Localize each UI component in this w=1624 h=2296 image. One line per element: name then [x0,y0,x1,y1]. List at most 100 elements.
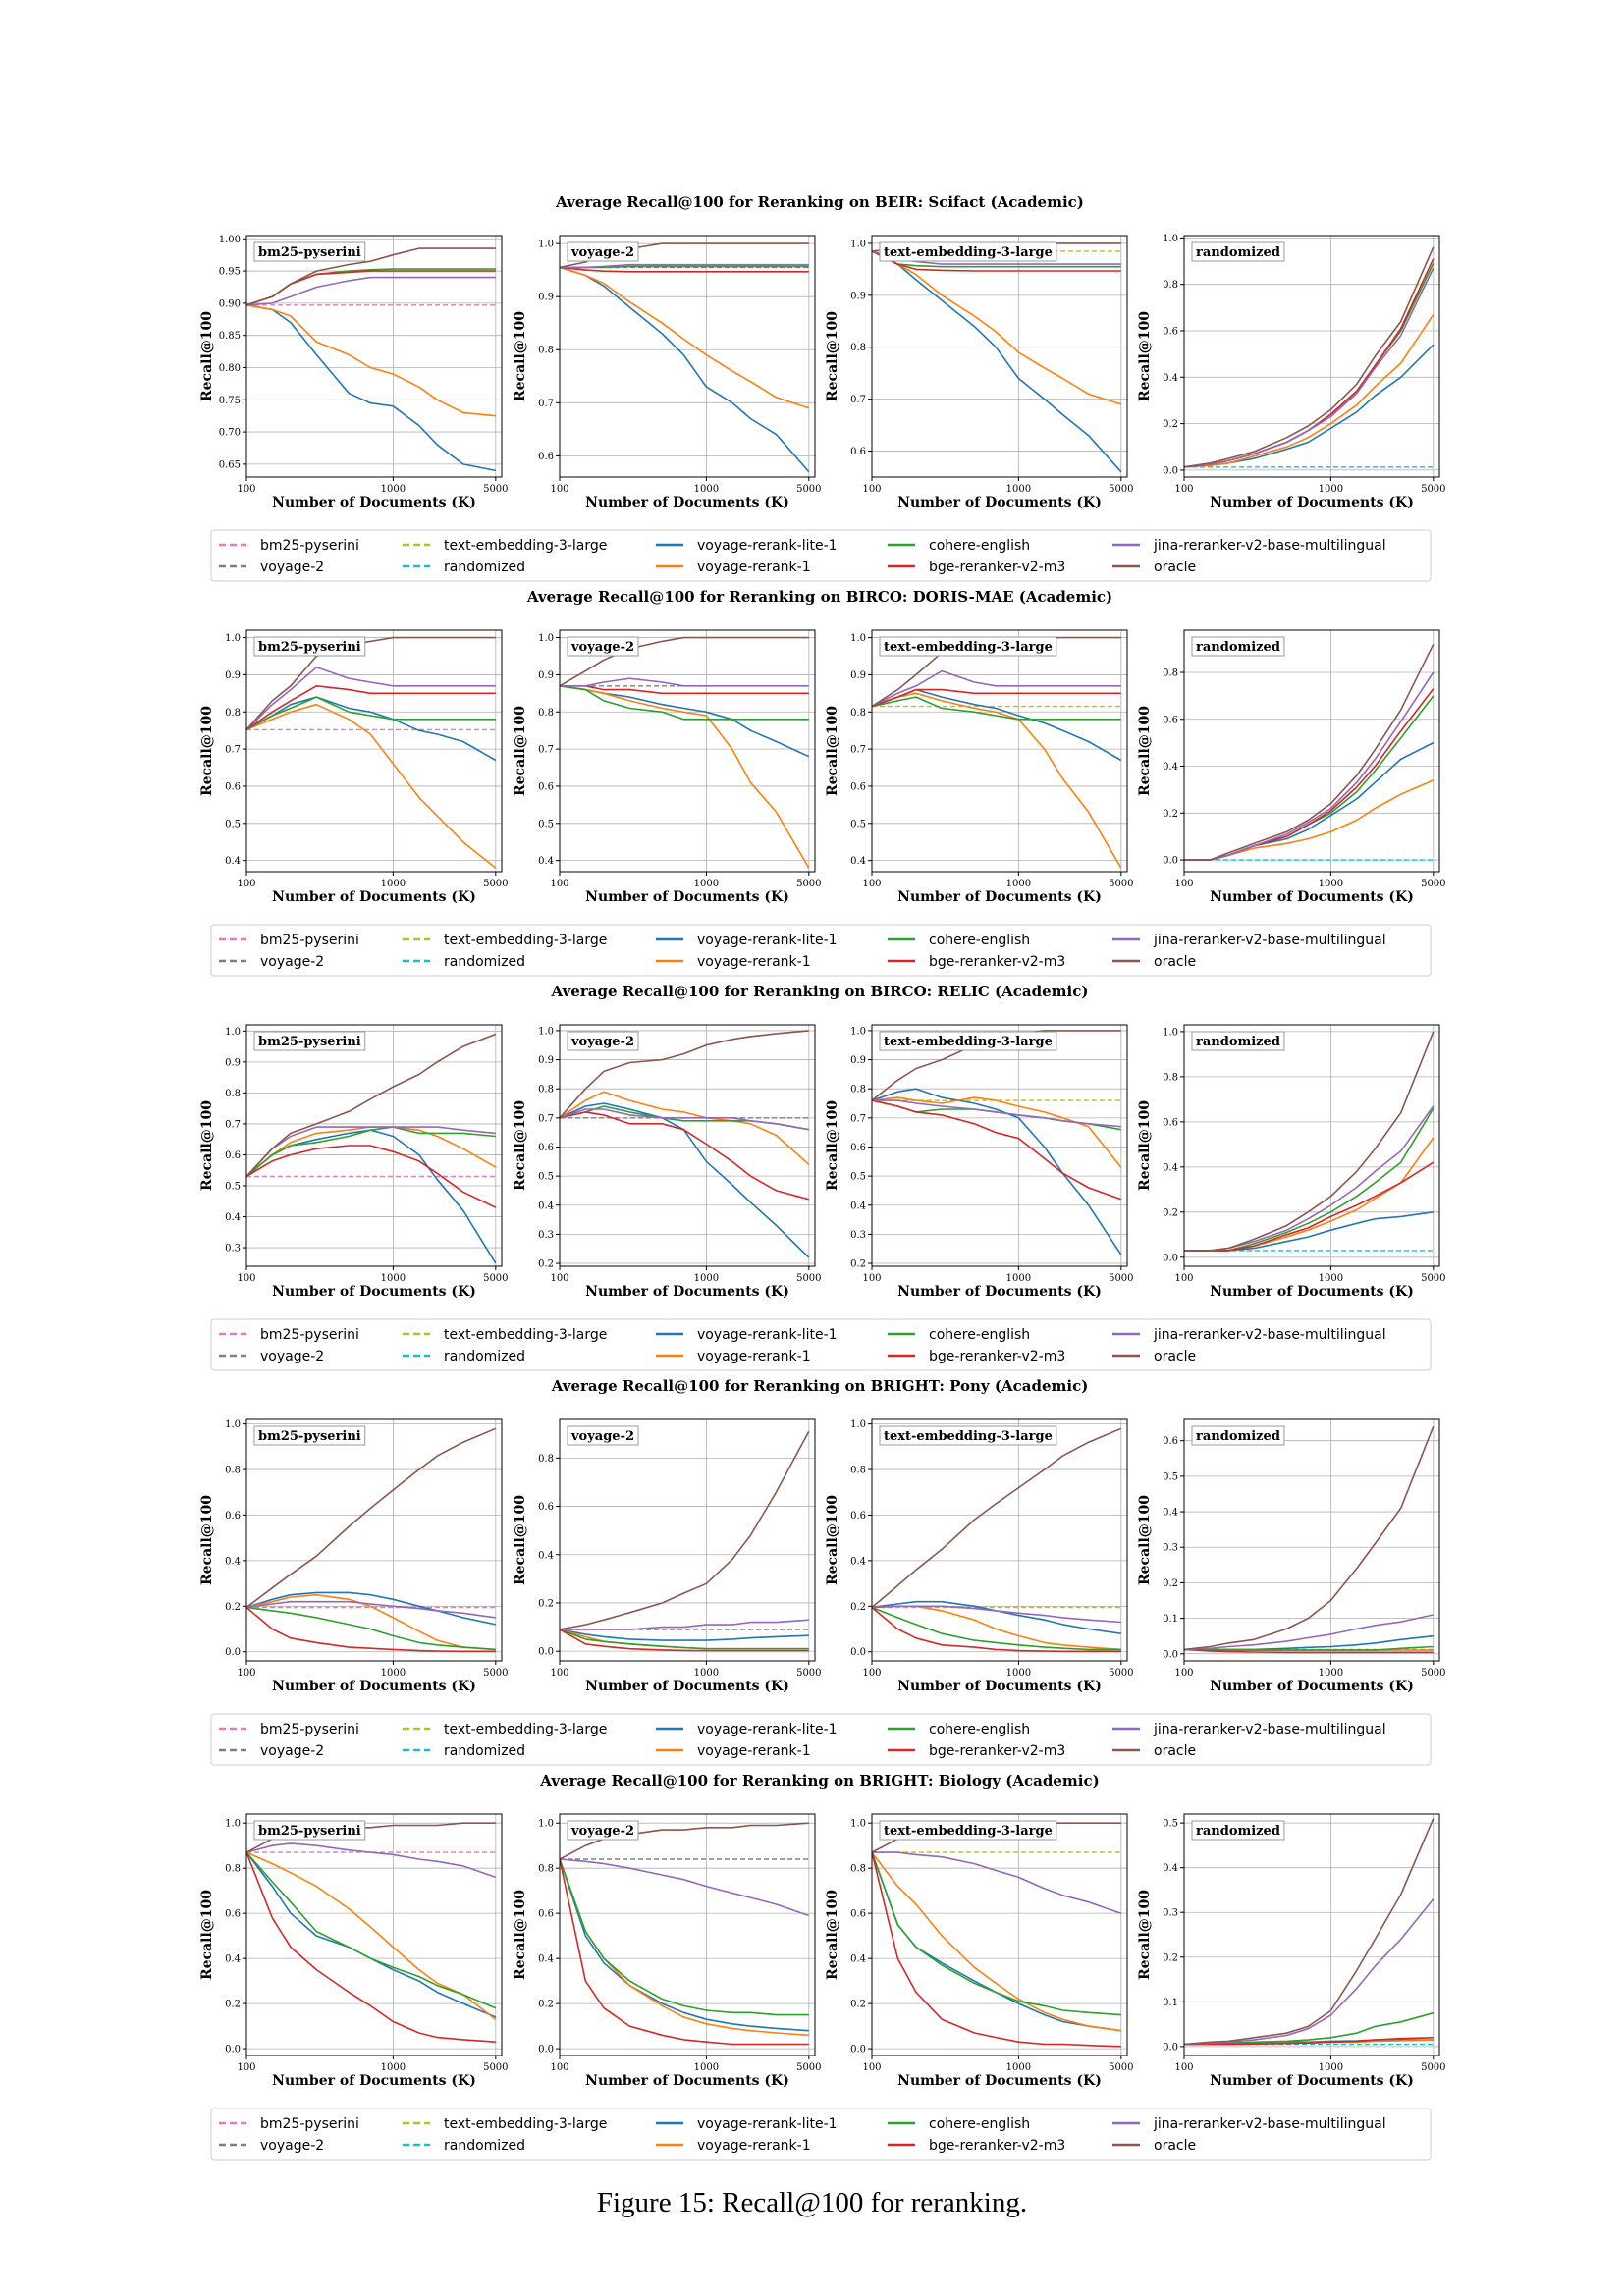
panel-label: text-embedding-3-large [884,640,1053,655]
series-line-bge-reranker-v2-m3 [872,250,1121,272]
panel-label-box [879,636,1057,657]
legend-entry-randomized: randomized [444,1743,525,1759]
y-tick-label: 0.3 [1163,1908,1178,1919]
series-line-jina-reranker-v2-base-multilingual [872,1605,1121,1624]
panel-randomized: 0.0 0.2 0.4 0.6 0.8 1.0 100 1000 5000 Number of D… [1137,234,1446,510]
x-tick-label: 1000 [1006,1668,1031,1679]
chart-title: Average Recall@100 for Reranking on BIRC… [526,588,1112,606]
panel-text-embedding-3-large: 0.0 0.2 0.4 0.6 0.8 1.0 100 1000 5000 Number of D… [825,1418,1134,1694]
legend-entry-voyage-2: voyage-2 [260,2138,324,2154]
y-tick-label: 0.9 [850,291,866,301]
panel-bm25-pyserini: 0.3 0.4 0.5 0.6 0.7 0.8 0.9 1.0 100 1000 5000 Numbe… [199,1024,509,1300]
series-line-bge-reranker-v2-m3 [246,684,496,731]
legend-entry-text-embedding-3-large: text-embedding-3-large [444,538,607,554]
legend-entry-oracle: oracle [1154,954,1196,970]
series-group [560,636,810,869]
panel-label: text-embedding-3-large [884,1429,1053,1444]
series-line-oracle [560,1822,809,1860]
series-group [1184,246,1435,468]
y-tick-label: 0.6 [538,1909,554,1920]
y-tick-label: 0.6 [225,1909,241,1920]
series-group [872,1427,1122,1653]
x-tick-label: 5000 [1109,879,1133,889]
series-line-oracle [560,636,809,687]
chart-group-2: Average Recall@100 for Reranking on BIRC… [199,588,1446,977]
series-line-voyage-rerank-1 [560,1091,810,1165]
y-tick-label: 0.3 [850,1230,866,1241]
y-axis-label: Recall@100 [199,311,215,401]
y-tick-label: 0.2 [1163,1952,1178,1963]
series-line-voyage-rerank-1 [872,1096,1122,1168]
series-line-bge-reranker-v2-m3 [246,1851,496,2043]
y-axis-label: Recall@100 [1137,311,1153,401]
y-tick-label: 0.7 [538,1113,554,1124]
x-tick-label: 100 [237,1273,255,1284]
panel-label-box [1191,636,1285,657]
series-line-bge-reranker-v2-m3 [560,1629,809,1652]
x-tick-label: 1000 [694,484,719,495]
y-tick-label: 0.6 [1163,1436,1178,1447]
panel-label: bm25-pyserini [258,640,361,655]
y-tick-label: 0.5 [850,1172,866,1183]
series-line-cohere-english [246,1126,496,1178]
chart-title: Average Recall@100 for Reranking on BRIG… [539,1772,1099,1789]
y-tick-label: 0.4 [538,1954,554,1965]
series-group [560,242,810,473]
y-tick-label: 0.9 [538,293,554,303]
axes-frame [871,1813,1128,2056]
axes-frame [559,629,816,873]
y-tick-label: 0.8 [538,1085,554,1095]
y-tick-label: 1.0 [850,239,866,249]
x-tick-label: 1000 [381,879,406,889]
chart-title: Average Recall@100 for Reranking on BEIR… [555,193,1084,211]
axes-frame [1183,1024,1440,1267]
y-tick-label: 0.0 [538,2045,554,2056]
series-line-cohere-english [872,696,1121,721]
y-tick-label: 0.9 [538,1055,554,1066]
x-tick-label: 100 [237,1668,255,1679]
legend-entry-voyage-rerank-lite-1: voyage-rerank-lite-1 [697,1722,838,1737]
panel-label-box [567,1031,639,1051]
y-tick-label: 0.7 [225,745,241,756]
series-line-cohere-english [872,1851,1121,2016]
panel-label: voyage-2 [570,245,634,260]
y-tick-label: 0.0 [1163,2042,1178,2053]
series-line-jina-reranker-v2-base-multilingual [246,1600,496,1619]
series-line-oracle [560,1030,809,1119]
x-axis-label: Number of Documents (K) [585,495,789,510]
series-line-voyage-rerank-1 [246,703,497,869]
y-tick-label: 0.0 [1163,856,1178,867]
legend-entry-voyage-rerank-1: voyage-rerank-1 [697,1349,811,1364]
y-tick-label: 0.7 [538,745,554,756]
y-tick-label: 0.4 [850,856,866,867]
axes-frame [559,1418,816,1662]
y-axis-label: Recall@100 [199,1495,215,1585]
legend-entry-bm25-pyserini: bm25-pyserini [260,2116,359,2132]
series-line-bge-reranker-v2-m3 [1184,1648,1434,1654]
series-line-cohere-english [246,696,496,731]
legend-entry-cohere-english: cohere-english [929,1722,1030,1737]
series-group [1184,1818,1435,2046]
x-tick-label: 5000 [1421,484,1445,495]
series-line-voyage-rerank-lite-1 [872,1088,1122,1255]
y-tick-label: 0.6 [850,1511,866,1522]
series-line-bge-reranker-v2-m3 [246,1606,496,1653]
legend-entry-cohere-english: cohere-english [929,538,1030,554]
figure-caption: Figure 15: Recall@100 for reranking. [596,2187,1028,2218]
axes-frame [871,1418,1128,1662]
series-group [872,636,1122,869]
x-axis-label: Number of Documents (K) [585,1679,789,1694]
series-group [1184,643,1435,861]
axes-frame [245,1813,503,2056]
series-line-cohere-english [560,1858,809,2016]
series-line-jina-reranker-v2-base-multilingual [246,666,496,730]
series-group [1184,1425,1435,1654]
y-tick-label: 0.8 [538,1454,554,1465]
series-line-bge-reranker-v2-m3 [560,266,809,273]
x-tick-label: 5000 [796,879,821,889]
y-tick-label: 0.2 [1163,1207,1178,1218]
y-tick-label: 0.4 [1163,1508,1178,1519]
x-tick-label: 5000 [483,2062,508,2073]
series-line-jina-reranker-v2-base-multilingual [560,1858,810,1917]
